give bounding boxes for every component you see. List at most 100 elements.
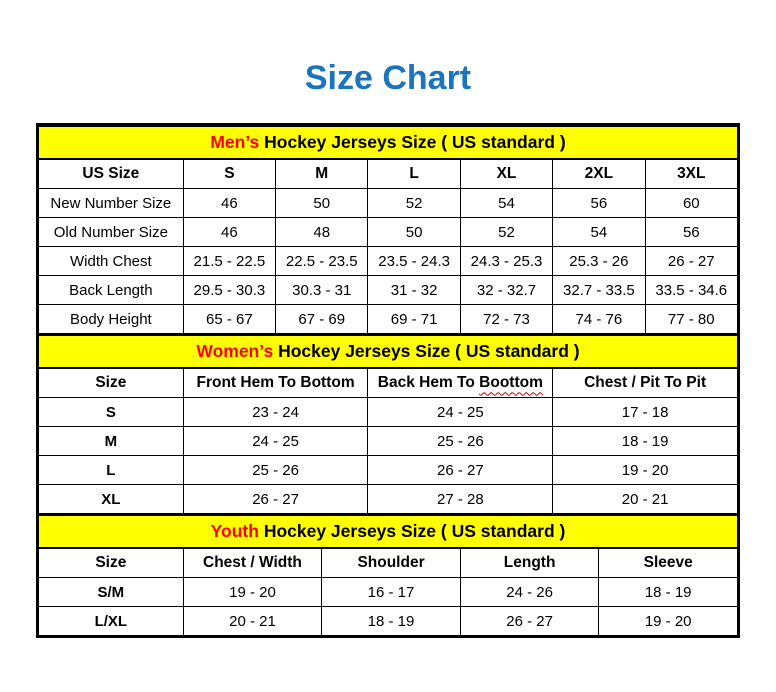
- size-value-cell: 19 - 20: [552, 455, 738, 486]
- mens-size-table: Men’s Hockey Jerseys Size ( US standard …: [38, 125, 739, 335]
- table-row: New Number Size 46 50 52 54 56 60: [38, 188, 739, 219]
- size-value-cell: 65 - 67: [182, 304, 277, 335]
- size-value-cell: 26 - 27: [644, 246, 739, 277]
- size-value-cell: 72 - 73: [459, 304, 554, 335]
- size-value-cell: 56: [552, 188, 646, 219]
- column-header: Size: [38, 547, 184, 579]
- size-value-cell: 46: [182, 217, 277, 248]
- size-value-cell: 32.7 - 33.5: [552, 275, 646, 306]
- size-value-cell: 24 - 25: [182, 426, 369, 457]
- row-label: Width Chest: [38, 246, 184, 277]
- row-label: Old Number Size: [38, 217, 184, 248]
- size-value-cell: 23.5 - 24.3: [367, 246, 461, 277]
- table-row: Width Chest 21.5 - 22.5 22.5 - 23.5 23.5 - …: [38, 246, 739, 277]
- size-value-cell: 50: [275, 188, 369, 219]
- section-heading-highlight: Women’s: [196, 341, 274, 362]
- section-heading: Youth Hockey Jerseys Size ( US standard …: [38, 514, 738, 550]
- column-header: Chest / Width: [182, 547, 323, 579]
- size-value-cell: 54: [459, 188, 554, 219]
- size-value-cell: 74 - 76: [552, 304, 646, 335]
- size-value-cell: 18 - 19: [552, 426, 738, 457]
- size-value-cell: 31 - 32: [367, 275, 461, 306]
- column-header: 3XL: [644, 158, 739, 190]
- section-heading-text: Hockey Jerseys Size ( US standard ): [264, 132, 566, 153]
- size-value-cell: 16 - 17: [321, 577, 461, 608]
- size-value-cell: 60: [644, 188, 739, 219]
- column-header: 2XL: [552, 158, 646, 190]
- column-header: M: [275, 158, 369, 190]
- row-label: L/XL: [38, 606, 184, 637]
- page-title: Size Chart: [304, 59, 472, 97]
- size-value-cell: 21.5 - 22.5: [182, 246, 277, 277]
- table-row: M 24 - 25 25 - 26 18 - 19: [38, 426, 738, 457]
- size-value-cell: 19 - 20: [182, 577, 323, 608]
- size-value-cell: 26 - 27: [367, 455, 554, 486]
- size-value-cell: 67 - 69: [275, 304, 369, 335]
- size-value-cell: 18 - 19: [598, 577, 738, 608]
- size-value-cell: 22.5 - 23.5: [275, 246, 369, 277]
- column-header: XL: [459, 158, 554, 190]
- column-header: US Size: [38, 158, 184, 190]
- section-heading-highlight: Youth: [210, 521, 259, 542]
- size-chart-table: Men’s Hockey Jerseys Size ( US standard …: [36, 123, 740, 639]
- size-value-cell: 48: [275, 217, 369, 248]
- size-value-cell: 56: [644, 217, 739, 248]
- row-label: Back Length: [38, 275, 184, 306]
- size-value-cell: 25 - 26: [367, 426, 554, 457]
- size-value-cell: 52: [367, 188, 461, 219]
- youth-size-table: Youth Hockey Jerseys Size ( US standard …: [38, 514, 738, 637]
- row-label: M: [38, 426, 184, 457]
- row-label: XL: [38, 484, 184, 515]
- size-value-cell: 20 - 21: [182, 606, 323, 637]
- column-header-row: Size Chest / Width Shoulder Length Sleeve: [38, 547, 738, 579]
- size-value-cell: 20 - 21: [552, 484, 738, 515]
- size-value-cell: 18 - 19: [321, 606, 461, 637]
- table-row: Body Height 65 - 67 67 - 69 69 - 71 72 - 73 7…: [38, 304, 739, 335]
- section-band-row: Men’s Hockey Jerseys Size ( US standard …: [38, 125, 738, 161]
- size-value-cell: 17 - 18: [552, 397, 738, 428]
- column-header: Sleeve: [598, 547, 738, 579]
- section-band-row: Youth Hockey Jerseys Size ( US standard …: [38, 514, 738, 550]
- column-header-row: US Size S M L XL 2XL 3XL: [38, 158, 739, 190]
- size-value-cell: 54: [552, 217, 646, 248]
- misspelled-word: Boottom: [479, 374, 543, 392]
- size-value-cell: 24.3 - 25.3: [459, 246, 554, 277]
- size-value-cell: 26 - 27: [459, 606, 600, 637]
- section-band-row: Women’s Hockey Jerseys Size ( US standar…: [38, 334, 738, 370]
- column-header: Back Hem To Boottom: [367, 367, 554, 399]
- row-label: L: [38, 455, 184, 486]
- table-row: S 23 - 24 24 - 25 17 - 18: [38, 397, 738, 428]
- size-value-cell: 33.5 - 34.6: [644, 275, 739, 306]
- column-header: S: [182, 158, 277, 190]
- table-row: XL 26 - 27 27 - 28 20 - 21: [38, 484, 738, 515]
- table-row: Back Length 29.5 - 30.3 30.3 - 31 31 - 32 32…: [38, 275, 739, 306]
- size-value-cell: 29.5 - 30.3: [182, 275, 277, 306]
- table-row: L/XL 20 - 21 18 - 19 26 - 27 19 - 20: [38, 606, 738, 637]
- size-value-cell: 77 - 80: [644, 304, 739, 335]
- table-row: S/M 19 - 20 16 - 17 24 - 26 18 - 19: [38, 577, 738, 608]
- column-header: L: [367, 158, 461, 190]
- size-value-cell: 27 - 28: [367, 484, 554, 515]
- row-label: Body Height: [38, 304, 184, 335]
- column-header: Size: [38, 367, 184, 399]
- size-value-cell: 69 - 71: [367, 304, 461, 335]
- size-value-cell: 25 - 26: [182, 455, 369, 486]
- column-header: Length: [459, 547, 600, 579]
- column-header-row: Size Front Hem To Bottom Back Hem To Boott…: [38, 367, 738, 399]
- size-value-cell: 26 - 27: [182, 484, 369, 515]
- column-header: Front Hem To Bottom: [182, 367, 369, 399]
- table-row: L 25 - 26 26 - 27 19 - 20: [38, 455, 738, 486]
- section-heading: Women’s Hockey Jerseys Size ( US standar…: [38, 334, 738, 370]
- table-row: Old Number Size 46 48 50 52 54 56: [38, 217, 739, 248]
- row-label: S: [38, 397, 184, 428]
- column-header: Shoulder: [321, 547, 461, 579]
- size-value-cell: 24 - 26: [459, 577, 600, 608]
- size-value-cell: 30.3 - 31: [275, 275, 369, 306]
- size-value-cell: 25.3 - 26: [552, 246, 646, 277]
- size-value-cell: 32 - 32.7: [459, 275, 554, 306]
- row-label: New Number Size: [38, 188, 184, 219]
- size-value-cell: 50: [367, 217, 461, 248]
- size-value-cell: 19 - 20: [598, 606, 738, 637]
- section-heading-highlight: Men’s: [210, 132, 260, 153]
